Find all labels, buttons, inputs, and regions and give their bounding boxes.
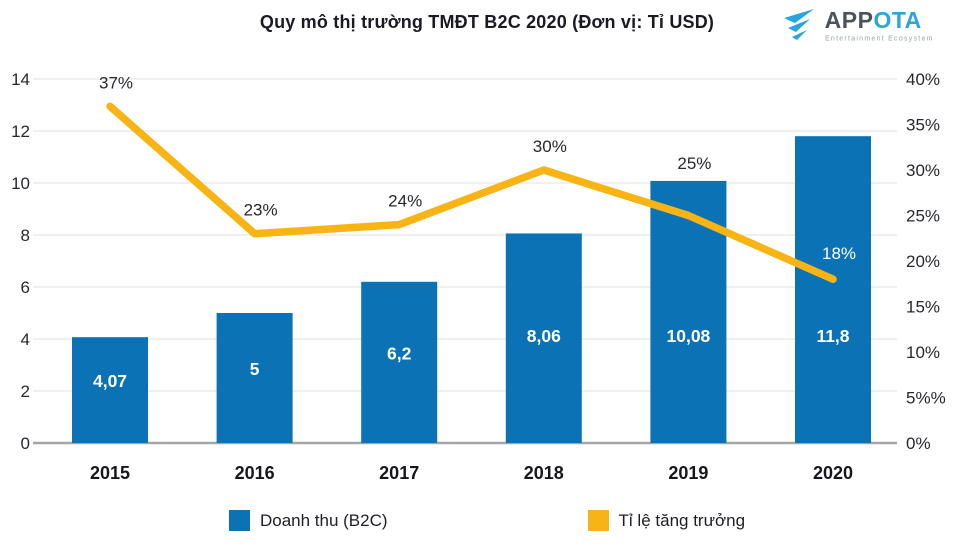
line-point-label-2016: 23%	[244, 201, 278, 220]
x-axis-label-2017: 2017	[379, 463, 419, 483]
appota-logo: APPOTA Entertainment Ecosystem	[780, 6, 964, 46]
left-axis-tick-10: 10	[11, 174, 30, 193]
bar-2020	[795, 136, 871, 443]
bar-value-label-2016: 5	[250, 359, 260, 379]
x-axis-label-2016: 2016	[235, 463, 275, 483]
bar-2015	[72, 337, 148, 443]
bar-value-label-2018: 8,06	[527, 326, 561, 346]
bar-value-label-2019: 10,08	[667, 326, 711, 346]
legend-label-growth: Tỉ lệ tăng trưởng	[618, 510, 746, 530]
right-axis-tick-3: 15%	[906, 298, 940, 317]
x-axis-label-2019: 2019	[668, 463, 708, 483]
chart-legend: Doanh thu (B2C) Tỉ lệ tăng trưởng	[0, 510, 974, 531]
left-axis-tick-12: 12	[11, 122, 30, 141]
right-axis-tick-2: 10%	[906, 343, 940, 362]
legend-swatch-revenue	[228, 510, 250, 531]
bar-value-label-2020: 11,8	[816, 326, 849, 346]
chart-plot-area: 0 2 4 6 8 10 12 14 0% 5%% 10% 15% 20% 25% 30% 35% 40% 4,0…	[11, 70, 946, 483]
right-axis-tick-8: 40%	[906, 70, 940, 89]
bar-value-label-2015: 4,07	[93, 371, 127, 391]
appota-brand-name: APPOTA	[824, 6, 922, 33]
line-point-label-2019: 25%	[677, 154, 711, 173]
right-axis-tick-6: 30%	[906, 161, 940, 180]
left-axis-tick-2: 2	[21, 382, 30, 401]
line-point-label-2018: 30%	[533, 137, 567, 156]
logo-brand-prefix: APP	[824, 6, 874, 33]
x-axis-label-2015: 2015	[90, 463, 130, 483]
left-axis-tick-0: 0	[21, 434, 30, 453]
right-axis-tick-5: 25%	[906, 207, 940, 226]
right-axis-tick-0: 0%	[906, 434, 931, 453]
legend-item-revenue: Doanh thu (B2C)	[228, 510, 388, 531]
legend-label-revenue: Doanh thu (B2C)	[259, 510, 388, 530]
legend-item-growth: Tỉ lệ tăng trưởng	[587, 510, 746, 531]
left-axis-tick-4: 4	[21, 330, 30, 349]
appota-logo-icon	[783, 9, 814, 40]
x-axis-label-2020: 2020	[813, 463, 853, 483]
legend-swatch-growth	[587, 510, 609, 531]
right-axis-tick-4: 20%	[906, 252, 940, 271]
appota-logo-tagline: Entertainment Ecosystem	[824, 33, 934, 42]
left-axis-tick-14: 14	[11, 70, 30, 89]
right-axis-tick-7: 35%	[906, 116, 940, 135]
right-axis-tick-1: 5%%	[906, 389, 946, 408]
logo-brand-suffix: OTA	[873, 6, 922, 33]
bar-value-label-2017: 6,2	[387, 343, 412, 363]
line-point-label-2017: 24%	[388, 192, 422, 211]
left-axis-tick-6: 6	[21, 278, 30, 297]
bar-2019	[650, 180, 727, 444]
left-axis-tick-8: 8	[21, 226, 30, 245]
x-axis-label-2018: 2018	[524, 463, 564, 483]
appota-logo-text: APPOTA Entertainment Ecosystem	[824, 6, 964, 44]
line-point-label-2015: 37%	[99, 73, 133, 92]
growth-line	[106, 102, 837, 283]
bar-2018	[505, 233, 582, 443]
chart-title: Quy mô thị trường TMĐT B2C 2020 (Đơn vị:…	[259, 12, 715, 32]
bar-2016	[216, 313, 293, 443]
line-point-label-2020: 18%	[822, 244, 856, 263]
bar-2017	[361, 281, 438, 443]
